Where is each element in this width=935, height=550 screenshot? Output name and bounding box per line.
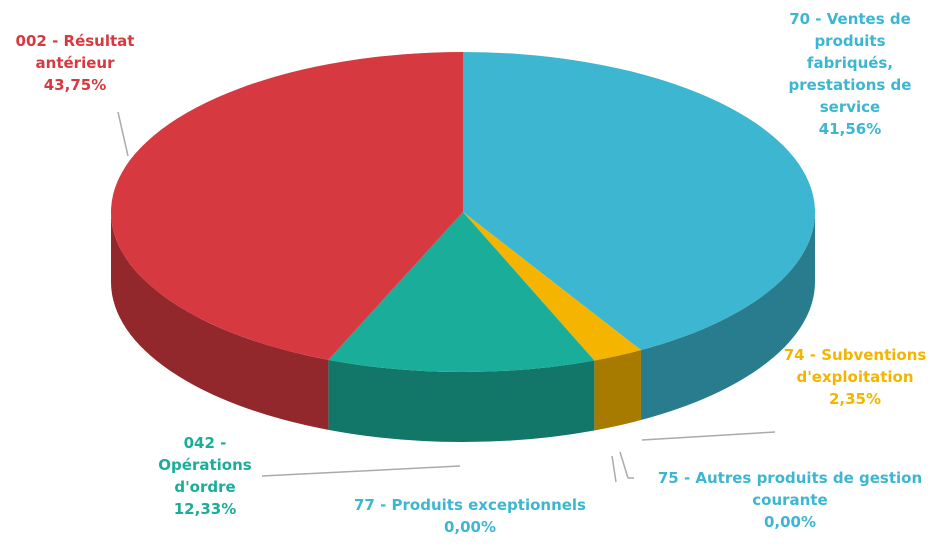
slice-label: 042 - Opérations d'ordre 12,33% [150, 432, 260, 520]
label-name: 002 - Résultat antérieur [15, 32, 135, 72]
slice [463, 212, 641, 361]
label-value: 2,35% [828, 390, 882, 408]
pie-sides [111, 212, 815, 442]
leader-line [261, 465, 461, 477]
slice-side [640, 212, 815, 421]
label-value: 41,56% [818, 120, 882, 138]
slice-side [111, 212, 329, 430]
label-value: 43,75% [43, 76, 107, 94]
leader-line [619, 451, 634, 479]
slice-side [594, 350, 641, 431]
label-name: 70 - Ventes de produits fabriqués, prest… [788, 10, 912, 116]
slice-label: 74 - Subventions d'exploitation 2,35% [775, 344, 935, 410]
leader-line [117, 111, 129, 157]
slice-label: 77 - Produits exceptionnels 0,00% [320, 494, 620, 538]
slice-label: 002 - Résultat antérieur 43,75% [0, 30, 150, 96]
slice [328, 212, 595, 372]
leader-lines [117, 111, 776, 483]
label-name: 74 - Subventions d'exploitation [783, 346, 927, 386]
label-name: 75 - Autres produits de gestion courante [657, 469, 923, 509]
label-value: 0,00% [443, 518, 497, 536]
leader-line [641, 431, 776, 441]
slice-label: 75 - Autres produits de gestion courante… [645, 467, 935, 533]
label-name: 042 - Opérations d'ordre [158, 434, 252, 496]
label-name: 77 - Produits exceptionnels [354, 496, 586, 514]
pie-tops [110, 52, 815, 372]
slice [463, 52, 815, 351]
slice [110, 52, 463, 360]
leader-line [611, 455, 617, 483]
label-value: 0,00% [763, 513, 817, 531]
label-value: 12,33% [173, 500, 237, 518]
slice-side [328, 359, 595, 442]
slice-label: 70 - Ventes de produits fabriqués, prest… [770, 8, 930, 140]
